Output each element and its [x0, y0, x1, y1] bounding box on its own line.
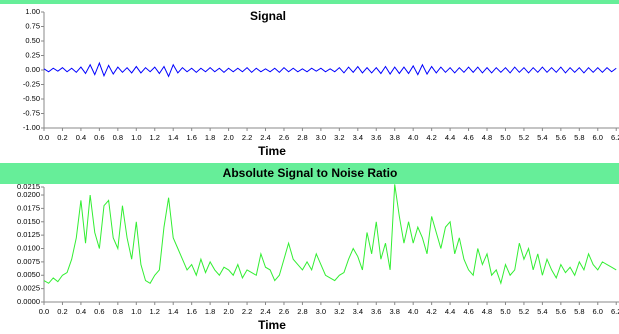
- x-tick-label: 5.6: [556, 133, 566, 142]
- x-tick-label: 6.2: [611, 133, 619, 142]
- y-tick-label: 0.0150: [17, 217, 40, 226]
- x-tick-label: 4.2: [426, 307, 436, 316]
- x-tick-label: 2.8: [297, 133, 307, 142]
- y-tick-label: 0.0215: [17, 182, 40, 191]
- x-tick-label: 3.0: [316, 133, 326, 142]
- x-tick-label: 1.4: [168, 133, 178, 142]
- x-tick-label: 5.2: [519, 307, 529, 316]
- x-tick-label: 5.8: [574, 133, 584, 142]
- x-tick-label: 2.6: [279, 133, 289, 142]
- x-tick-label: 0.0: [39, 133, 49, 142]
- x-tick-label: 5.0: [500, 307, 510, 316]
- x-tick-label: 2.4: [260, 307, 270, 316]
- x-tick-label: 0.4: [76, 307, 86, 316]
- x-tick-label: 6.0: [593, 307, 603, 316]
- x-tick-label: 5.0: [500, 133, 510, 142]
- x-tick-label: 2.2: [242, 307, 252, 316]
- x-tick-label: 0.0: [39, 307, 49, 316]
- x-tick-label: 1.2: [150, 307, 160, 316]
- y-tick-label: 0.0200: [17, 190, 40, 199]
- x-tick-label: 4.2: [426, 133, 436, 142]
- x-axis-title: Time: [258, 144, 286, 158]
- y-tick-label: 0.0075: [17, 257, 40, 266]
- x-tick-label: 3.2: [334, 307, 344, 316]
- x-tick-label: 4.6: [463, 307, 473, 316]
- x-tick-label: 0.8: [113, 133, 123, 142]
- x-tick-label: 3.6: [371, 307, 381, 316]
- x-tick-label: 3.8: [390, 133, 400, 142]
- x-tick-label: 0.8: [113, 307, 123, 316]
- x-tick-label: 1.0: [131, 133, 141, 142]
- header-band: [0, 163, 619, 184]
- x-tick-label: 3.8: [390, 307, 400, 316]
- x-tick-label: 1.8: [205, 307, 215, 316]
- x-tick-label: 6.0: [593, 133, 603, 142]
- y-tick-label: 0.0050: [17, 270, 40, 279]
- x-tick-label: 3.2: [334, 133, 344, 142]
- x-tick-label: 2.4: [260, 133, 270, 142]
- y-tick-label: 0.0000: [17, 297, 40, 306]
- x-tick-label: 2.2: [242, 133, 252, 142]
- x-tick-label: 4.6: [463, 133, 473, 142]
- data-line: [43, 184, 617, 286]
- y-tick-label: 0.0100: [17, 243, 40, 252]
- x-tick-label: 1.0: [131, 307, 141, 316]
- y-tick-label: 0.0125: [17, 230, 40, 239]
- x-tick-label: 0.6: [94, 307, 104, 316]
- y-tick-label: -0.75: [23, 108, 40, 117]
- chart-title: Signal: [250, 9, 286, 23]
- x-tick-label: 0.2: [57, 133, 67, 142]
- y-tick-label: 0.75: [25, 21, 40, 30]
- x-tick-label: 5.8: [574, 307, 584, 316]
- x-tick-label: 2.0: [223, 307, 233, 316]
- x-tick-label: 1.6: [186, 133, 196, 142]
- x-tick-label: 2.8: [297, 307, 307, 316]
- x-tick-label: 6.2: [611, 307, 619, 316]
- x-tick-label: 5.2: [519, 133, 529, 142]
- x-tick-label: 1.8: [205, 133, 215, 142]
- x-tick-label: 2.6: [279, 307, 289, 316]
- x-tick-label: 2.0: [223, 133, 233, 142]
- x-tick-label: 3.4: [353, 133, 363, 142]
- x-tick-label: 5.4: [537, 307, 547, 316]
- y-tick-label: 0.0025: [17, 284, 40, 293]
- x-tick-label: 0.2: [57, 307, 67, 316]
- x-tick-label: 4.8: [482, 133, 492, 142]
- x-tick-label: 3.4: [353, 307, 363, 316]
- y-tick-label: -1.00: [23, 123, 40, 132]
- y-tick-label: -0.25: [23, 79, 40, 88]
- x-tick-label: 4.4: [445, 307, 455, 316]
- x-tick-label: 5.4: [537, 133, 547, 142]
- top-band: [0, 0, 619, 4]
- x-tick-label: 0.4: [76, 133, 86, 142]
- x-tick-label: 3.0: [316, 307, 326, 316]
- x-tick-label: 1.6: [186, 307, 196, 316]
- data-line: [43, 61, 617, 78]
- x-tick-label: 5.6: [556, 307, 566, 316]
- x-tick-label: 4.8: [482, 307, 492, 316]
- y-tick-label: 0.00: [25, 65, 40, 74]
- x-tick-label: 4.0: [408, 307, 418, 316]
- y-tick-label: 0.0175: [17, 203, 40, 212]
- x-tick-label: 4.4: [445, 133, 455, 142]
- y-tick-label: 0.25: [25, 50, 40, 59]
- x-tick-label: 1.2: [150, 133, 160, 142]
- y-tick-label: 0.50: [25, 36, 40, 45]
- x-axis-title: Time: [258, 318, 286, 332]
- chart-title: Absolute Signal to Noise Ratio: [223, 166, 398, 180]
- x-tick-label: 1.4: [168, 307, 178, 316]
- x-tick-label: 0.6: [94, 133, 104, 142]
- y-tick-label: -0.50: [23, 94, 40, 103]
- y-tick-label: 1.00: [25, 7, 40, 16]
- x-tick-label: 4.0: [408, 133, 418, 142]
- x-tick-label: 3.6: [371, 133, 381, 142]
